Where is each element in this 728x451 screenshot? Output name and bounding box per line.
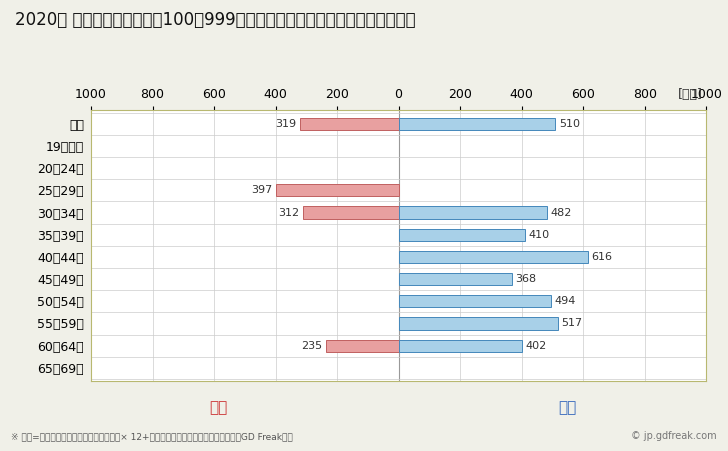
Text: 235: 235 bbox=[301, 341, 323, 350]
Bar bbox=[399, 318, 558, 330]
Bar bbox=[399, 340, 522, 352]
Bar bbox=[399, 118, 555, 130]
Text: 397: 397 bbox=[252, 185, 273, 195]
Text: 312: 312 bbox=[278, 207, 299, 217]
Text: © jp.gdfreak.com: © jp.gdfreak.com bbox=[631, 431, 717, 441]
Bar bbox=[399, 229, 525, 241]
Text: 517: 517 bbox=[561, 318, 582, 328]
Text: 410: 410 bbox=[529, 230, 550, 239]
Bar bbox=[399, 295, 550, 307]
Text: [万円]: [万円] bbox=[678, 88, 703, 101]
Bar bbox=[399, 251, 588, 263]
Text: 368: 368 bbox=[515, 274, 537, 284]
Text: 402: 402 bbox=[526, 341, 547, 350]
Bar bbox=[399, 273, 512, 285]
Text: 510: 510 bbox=[559, 119, 580, 129]
Text: ※ 年収=「きまって支給する現金給与額」× 12+「年間賞与その他特別給与額」としてGD Freak推計: ※ 年収=「きまって支給する現金給与額」× 12+「年間賞与その他特別給与額」と… bbox=[11, 432, 293, 441]
Text: 494: 494 bbox=[554, 296, 576, 306]
Text: 616: 616 bbox=[592, 252, 613, 262]
Bar bbox=[277, 184, 399, 197]
Bar bbox=[301, 118, 399, 130]
Text: 319: 319 bbox=[276, 119, 297, 129]
Text: 男性: 男性 bbox=[558, 400, 577, 416]
Bar bbox=[303, 207, 399, 219]
Text: 女性: 女性 bbox=[209, 400, 228, 416]
Text: 2020年 民間企業（従業者数100～999人）フルタイム労働者の男女別平均年収: 2020年 民間企業（従業者数100～999人）フルタイム労働者の男女別平均年収 bbox=[15, 11, 415, 29]
Text: 482: 482 bbox=[550, 207, 572, 217]
Bar bbox=[326, 340, 399, 352]
Bar bbox=[399, 207, 547, 219]
